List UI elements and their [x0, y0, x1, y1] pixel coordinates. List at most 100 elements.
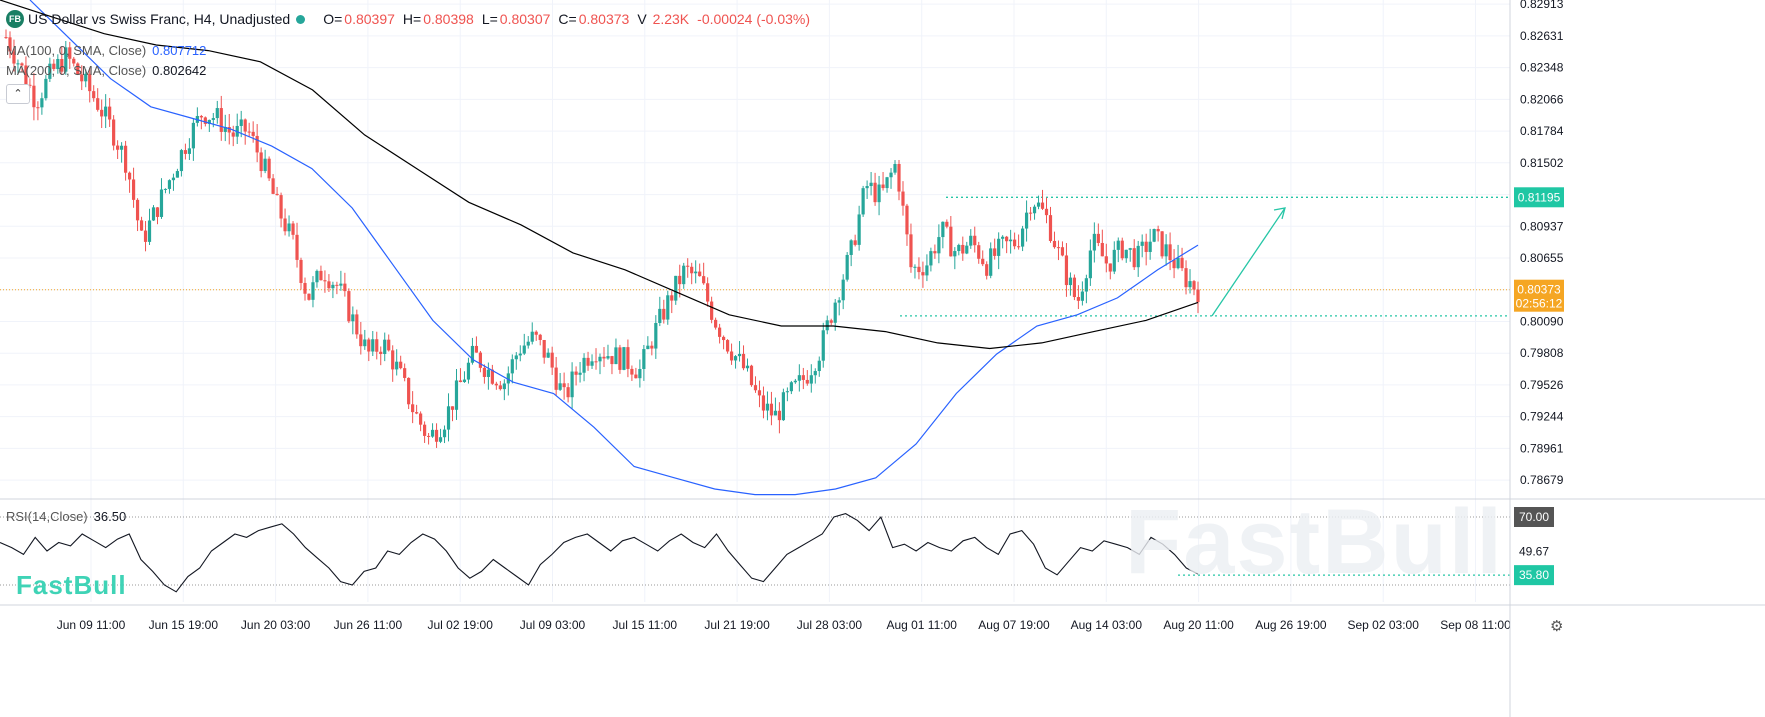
- rsi-value: 36.50: [93, 509, 127, 524]
- candle-body: [710, 301, 714, 320]
- candle-body: [227, 127, 231, 133]
- collapse-legend-button[interactable]: ⌃: [6, 84, 30, 104]
- candle-body: [574, 371, 578, 375]
- ohlc-o: O= 0.80397: [323, 11, 395, 27]
- candle-body: [941, 221, 945, 238]
- candle-body: [757, 390, 762, 396]
- candle-body: [594, 361, 598, 363]
- candle-body: [76, 63, 80, 75]
- candle-body: [199, 115, 203, 118]
- moving-averages: [0, 0, 1199, 496]
- candle-body: [845, 254, 849, 280]
- candle-body: [434, 429, 439, 442]
- candle-body: [391, 350, 395, 370]
- candle-body: [821, 330, 825, 361]
- chart-legend: FB US Dollar vs Swiss Franc, H4, Unadjus…: [6, 10, 810, 28]
- candle-body: [957, 244, 961, 252]
- ma200-legend[interactable]: MA(200, 0, SMA, Close) 0.802642: [6, 63, 206, 78]
- ma100-line: [29, 0, 1199, 496]
- ma100-label: MA(100, 0, SMA, Close): [6, 43, 147, 58]
- candle-body: [68, 47, 72, 59]
- candle-body: [977, 245, 981, 259]
- candle-body: [1036, 202, 1041, 207]
- candle-body: [16, 63, 20, 65]
- candle-body: [478, 352, 483, 368]
- candle-body: [303, 282, 307, 294]
- candle-body: [267, 158, 271, 179]
- candle-body: [686, 265, 690, 267]
- candle-body: [1108, 263, 1112, 272]
- candle-body: [913, 266, 917, 268]
- candle-body: [1092, 233, 1096, 251]
- x-tick-label: Sep 08 11:00: [1440, 618, 1511, 632]
- candle-body: [678, 275, 682, 285]
- candle-body: [474, 345, 479, 353]
- x-tick-label: Jun 26 11:00: [334, 618, 403, 632]
- last-price-label: 0.80373: [1517, 283, 1561, 297]
- ma200-value: 0.802642: [152, 63, 207, 78]
- projection-line: [1211, 207, 1286, 317]
- candle-body: [562, 383, 566, 388]
- candle-body: [187, 148, 191, 154]
- candle-body: [853, 240, 857, 245]
- candle-body: [20, 63, 24, 66]
- candle-body: [159, 189, 164, 217]
- ma200-label: MA(200, 0, SMA, Close): [6, 63, 147, 78]
- candle-body: [785, 391, 789, 393]
- candle-body: [829, 320, 833, 323]
- candle-body: [1028, 212, 1033, 214]
- candle-body: [395, 361, 399, 370]
- y-tick-label: 0.80937: [1520, 219, 1564, 233]
- ma200-line: [0, 0, 1199, 350]
- candle-body: [570, 371, 574, 398]
- candle-body: [662, 308, 666, 320]
- candle-body: [813, 371, 817, 376]
- candle-body: [997, 238, 1001, 256]
- symbol-badge: FB: [6, 10, 24, 28]
- candle-body: [64, 47, 68, 72]
- price-change: -0.00024 (-0.03%): [697, 11, 810, 27]
- watermark-logo: FastBull: [1125, 491, 1504, 593]
- market-status-icon: [296, 14, 306, 24]
- candle-body: [614, 347, 618, 365]
- candle-body: [167, 180, 172, 189]
- candle-body: [909, 234, 913, 268]
- candle-body: [155, 207, 160, 217]
- candle-body: [857, 214, 861, 245]
- candle-body: [522, 345, 526, 354]
- candle-body: [1168, 244, 1172, 261]
- candle-body: [482, 367, 486, 377]
- candle-body: [630, 368, 634, 375]
- candle-body: [873, 182, 877, 203]
- candle-body: [415, 412, 419, 414]
- candle-body: [1020, 228, 1025, 247]
- candle-body: [634, 374, 638, 379]
- candle-body: [622, 347, 626, 370]
- ma100-legend[interactable]: MA(100, 0, SMA, Close) 0.807712: [6, 43, 206, 58]
- candle-body: [1060, 247, 1065, 256]
- candle-body: [32, 85, 36, 108]
- candle-body: [718, 327, 722, 337]
- projection-arrow[interactable]: [1211, 207, 1286, 317]
- candle-body: [1013, 239, 1017, 247]
- candle-body: [729, 351, 734, 361]
- candle-body: [339, 283, 343, 286]
- x-tick-label: Aug 07 19:00: [978, 618, 1050, 632]
- candle-body: [674, 275, 678, 301]
- candle-body: [721, 336, 726, 341]
- candle-body: [861, 188, 865, 215]
- candle-body: [658, 308, 662, 323]
- candle-body: [981, 258, 985, 265]
- x-tick-label: Aug 26 19:00: [1255, 618, 1327, 632]
- candle-body: [502, 383, 506, 390]
- candle-body: [666, 295, 670, 320]
- y-tick-label: 0.79808: [1520, 346, 1564, 360]
- rsi-legend[interactable]: RSI(14,Close) 36.50: [6, 509, 126, 524]
- candle-body: [706, 283, 710, 302]
- candle-body: [411, 404, 415, 413]
- gear-icon[interactable]: ⚙: [1550, 617, 1563, 635]
- candle-body: [801, 375, 805, 380]
- candle-body: [279, 195, 283, 219]
- candle-body: [271, 178, 275, 194]
